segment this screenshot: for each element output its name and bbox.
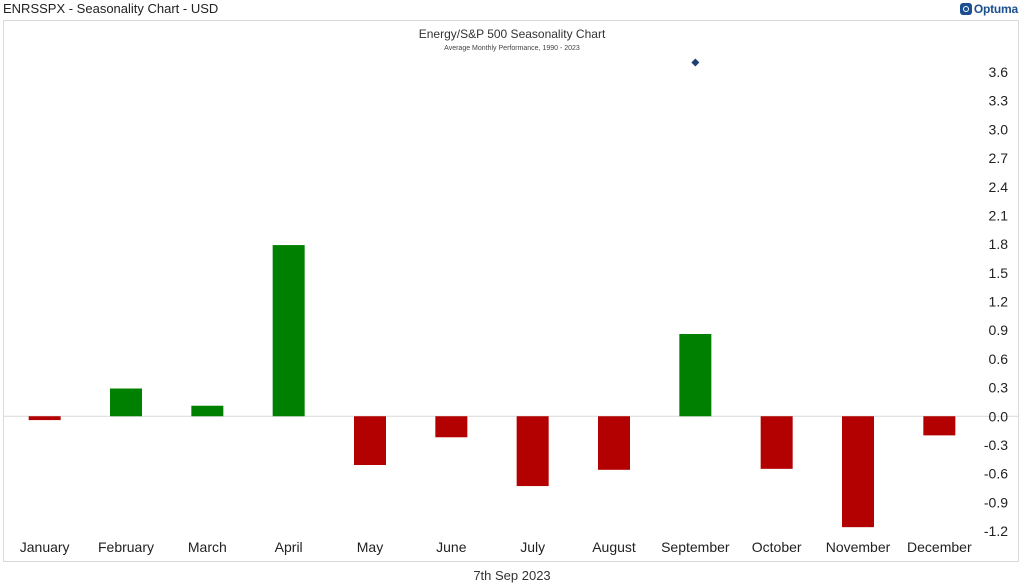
x-tick-label: February: [98, 539, 154, 555]
x-tick-label: October: [752, 539, 802, 555]
y-tick-label: 0.0: [989, 408, 1009, 424]
bar-october: [760, 416, 793, 469]
marker-diamond: [691, 58, 700, 67]
y-tick-label: 2.7: [989, 150, 1009, 166]
window-title: ENRSSPX - Seasonality Chart - USD: [3, 1, 219, 16]
bar-february: [110, 388, 142, 417]
x-tick-label: June: [436, 539, 467, 555]
bar-may: [354, 416, 386, 466]
chart-frame: [3, 20, 1019, 562]
y-tick-label: 3.3: [989, 93, 1009, 109]
footer-date: 7th Sep 2023: [473, 568, 551, 583]
chart-title: Energy/S&P 500 Seasonality Chart: [418, 27, 606, 41]
y-tick-label: 1.2: [989, 294, 1009, 310]
x-tick-label: December: [907, 539, 972, 555]
bar-march: [191, 405, 224, 417]
optuma-logo-icon: [959, 3, 972, 15]
y-tick-label: 3.6: [989, 64, 1009, 80]
y-tick-label: -0.9: [984, 494, 1008, 510]
x-tick-label: November: [826, 539, 891, 555]
chart-subtitle: Average Monthly Performance, 1990 - 2023: [444, 45, 580, 52]
bar-january: [28, 416, 61, 421]
x-tick-label: May: [357, 539, 383, 555]
x-tick-label: July: [520, 539, 545, 555]
bar-june: [435, 416, 468, 438]
y-tick-label: 3.0: [989, 121, 1009, 137]
y-tick-label: 2.1: [989, 207, 1009, 223]
top-bar: ENRSSPX - Seasonality Chart - USD Optuma: [0, 0, 1024, 20]
bar-july: [516, 416, 549, 487]
y-tick-label: -0.3: [984, 437, 1008, 453]
brand-logo: Optuma: [959, 2, 1018, 16]
y-tick-label: 1.5: [989, 265, 1009, 281]
bar-december: [923, 416, 956, 436]
x-tick-label: August: [592, 539, 636, 555]
y-tick-label: 1.8: [989, 236, 1009, 252]
x-tick-label: January: [20, 539, 70, 555]
bar-september: [679, 334, 712, 417]
x-tick-label: September: [661, 539, 730, 555]
y-tick-label: 2.4: [989, 179, 1009, 195]
x-tick-label: April: [275, 539, 303, 555]
y-tick-label: 0.3: [989, 380, 1009, 396]
brand-name: Optuma: [973, 2, 1018, 16]
bar-april: [272, 245, 305, 417]
y-tick-label: -1.2: [984, 523, 1008, 539]
bar-november: [842, 416, 874, 528]
bar-august: [598, 416, 630, 470]
y-tick-label: 0.9: [989, 322, 1009, 338]
y-tick-label: 0.6: [989, 351, 1009, 367]
x-tick-label: March: [188, 539, 227, 555]
y-tick-label: -0.6: [984, 466, 1008, 482]
